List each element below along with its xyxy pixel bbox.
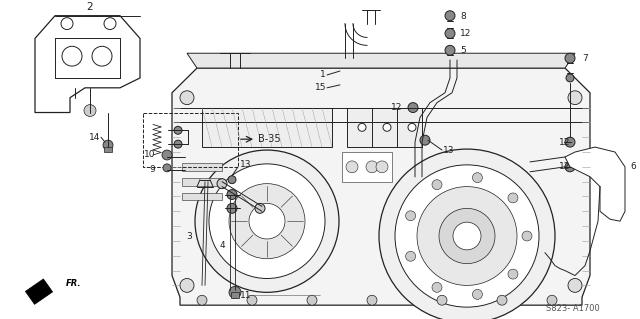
Text: 4: 4: [220, 241, 225, 250]
Text: 3: 3: [186, 232, 192, 241]
Circle shape: [249, 204, 285, 239]
Text: 13: 13: [443, 145, 454, 155]
Circle shape: [229, 286, 241, 298]
Circle shape: [104, 18, 116, 30]
Circle shape: [565, 137, 575, 147]
Circle shape: [62, 46, 82, 66]
Text: 9: 9: [149, 165, 155, 174]
Circle shape: [84, 105, 96, 116]
Bar: [182, 178, 222, 186]
Circle shape: [565, 162, 575, 172]
Circle shape: [453, 222, 481, 250]
Text: 1: 1: [320, 70, 326, 79]
Circle shape: [565, 53, 575, 63]
Circle shape: [508, 193, 518, 203]
Text: S823- A1700: S823- A1700: [547, 304, 600, 313]
Circle shape: [445, 45, 455, 55]
Circle shape: [379, 149, 555, 319]
Circle shape: [432, 180, 442, 189]
Circle shape: [61, 18, 73, 30]
Circle shape: [472, 289, 483, 299]
Circle shape: [376, 161, 388, 173]
Text: 12: 12: [559, 138, 570, 147]
Circle shape: [367, 295, 377, 305]
Circle shape: [180, 278, 194, 292]
Circle shape: [358, 123, 366, 131]
Text: 11: 11: [240, 291, 252, 300]
Bar: [182, 193, 222, 200]
Text: 12: 12: [559, 162, 570, 171]
Circle shape: [522, 231, 532, 241]
Circle shape: [162, 150, 172, 160]
Circle shape: [195, 150, 339, 292]
Bar: [231, 292, 239, 298]
Circle shape: [383, 123, 391, 131]
Circle shape: [472, 173, 483, 182]
Circle shape: [417, 187, 517, 286]
Circle shape: [406, 251, 415, 261]
Text: 5: 5: [460, 46, 466, 55]
Polygon shape: [26, 279, 52, 304]
Text: 15: 15: [314, 83, 326, 92]
Circle shape: [197, 295, 207, 305]
Bar: [143, 113, 238, 167]
Circle shape: [408, 103, 418, 113]
Circle shape: [247, 295, 257, 305]
Circle shape: [217, 179, 227, 189]
Bar: [347, 108, 422, 147]
Text: B-35: B-35: [258, 134, 280, 144]
Text: 2: 2: [86, 2, 93, 12]
Circle shape: [437, 295, 447, 305]
Circle shape: [229, 184, 305, 259]
Circle shape: [547, 295, 557, 305]
Circle shape: [227, 204, 237, 213]
Text: 13: 13: [240, 160, 252, 169]
Text: 6: 6: [630, 162, 636, 171]
Circle shape: [180, 91, 194, 105]
Circle shape: [439, 208, 495, 264]
Text: FR.: FR.: [66, 279, 81, 288]
Bar: [342, 152, 392, 182]
Circle shape: [566, 74, 574, 82]
Circle shape: [568, 91, 582, 105]
Circle shape: [307, 295, 317, 305]
Circle shape: [255, 204, 265, 213]
Polygon shape: [35, 16, 140, 113]
Circle shape: [174, 126, 182, 134]
Circle shape: [228, 176, 236, 184]
Text: 12: 12: [460, 29, 472, 38]
Circle shape: [406, 211, 415, 221]
Circle shape: [174, 140, 182, 148]
Polygon shape: [565, 147, 625, 221]
Circle shape: [568, 278, 582, 292]
Text: 8: 8: [460, 12, 466, 21]
Polygon shape: [187, 53, 575, 68]
Text: 14: 14: [88, 133, 100, 142]
Circle shape: [432, 282, 442, 292]
Circle shape: [103, 140, 113, 150]
Circle shape: [420, 135, 430, 145]
Circle shape: [445, 11, 455, 21]
Bar: [104, 147, 112, 152]
Circle shape: [508, 269, 518, 279]
Circle shape: [163, 164, 171, 172]
Circle shape: [92, 46, 112, 66]
Circle shape: [366, 161, 378, 173]
Circle shape: [395, 165, 539, 307]
Text: 10: 10: [143, 150, 155, 159]
Text: 7: 7: [582, 54, 588, 63]
Circle shape: [445, 28, 455, 38]
Text: 12: 12: [390, 103, 402, 112]
Circle shape: [346, 161, 358, 173]
Bar: [202, 108, 332, 147]
Circle shape: [497, 295, 507, 305]
Polygon shape: [172, 68, 590, 305]
Circle shape: [408, 123, 416, 131]
Bar: [182, 163, 222, 171]
Circle shape: [227, 189, 237, 199]
Circle shape: [209, 164, 325, 278]
